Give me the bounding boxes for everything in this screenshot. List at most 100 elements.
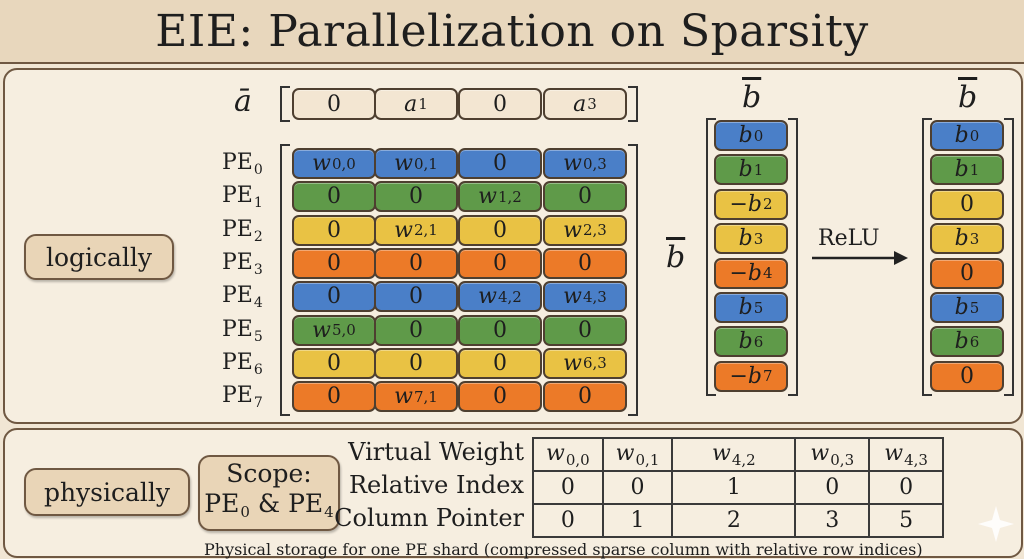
virtual-weight-cell-4: w4,3 — [868, 437, 944, 472]
virtual-weight-cell-0: w0,0 — [532, 437, 604, 472]
a-bracket-right — [628, 86, 638, 122]
matrix-cell-1-0: 0 — [292, 181, 376, 213]
a-cell-2: 0 — [458, 88, 542, 120]
scope-line2: PE0 & PE4 — [204, 489, 334, 521]
physically-label: physically — [43, 477, 171, 507]
matrix-cell-1-1: 0 — [374, 181, 458, 213]
a-vector-label: ā — [234, 84, 252, 119]
logically-label: logically — [45, 242, 153, 272]
matrix-cell-2-1: w 2,1 — [374, 214, 458, 246]
title-band: EIE: Parallelization on Sparsity — [0, 0, 1024, 64]
storage-row-label-0: Virtual Weight — [348, 438, 524, 466]
virtual-weight-cell-3: w0,3 — [794, 437, 871, 472]
matrix-cell-5-1: 0 — [374, 314, 458, 346]
column-pointer-cell-1: 1 — [601, 503, 674, 538]
matrix-cell-6-1: 0 — [374, 347, 458, 379]
matrix-cell-4-0: 0 — [292, 281, 376, 313]
logically-pill: logically — [24, 234, 174, 280]
matrix-cell-7-2: 0 — [458, 381, 542, 413]
matrix-cell-7-0: 0 — [292, 381, 376, 413]
scope-line1: Scope: — [226, 459, 312, 488]
column-pointer-cell-4: 5 — [868, 503, 944, 538]
b-out-bracket-right — [1004, 118, 1014, 396]
b-cell-4: −b 4 — [714, 257, 788, 289]
b-vector-label: b — [742, 80, 762, 115]
matrix-cell-6-3: w 6,3 — [543, 347, 627, 379]
matrix-cell-5-2: 0 — [458, 314, 542, 346]
a-cell-0: 0 — [292, 88, 376, 120]
matrix-cell-7-3: 0 — [543, 381, 627, 413]
matrix-cell-7-1: w 7,1 — [374, 381, 458, 413]
matrix-cell-3-1: 0 — [374, 247, 458, 279]
pe-label-6: PE6 — [222, 349, 263, 378]
matrix-cell-4-1: 0 — [374, 281, 458, 313]
pe-label-5: PE5 — [222, 316, 263, 345]
matrix-cell-3-2: 0 — [458, 247, 542, 279]
column-pointer-cell-0: 0 — [532, 503, 604, 538]
pe-label-2: PE2 — [222, 216, 263, 245]
b-out-bracket-left — [922, 118, 932, 396]
relative-index-cell-0: 0 — [532, 470, 604, 505]
relative-index-cell-1: 0 — [601, 470, 674, 505]
matrix-cell-3-3: 0 — [543, 247, 627, 279]
matrix-cell-2-0: 0 — [292, 214, 376, 246]
matrix-cell-1-3: 0 — [543, 181, 627, 213]
column-pointer-cell-2: 2 — [671, 503, 797, 538]
pe-label-1: PE1 — [222, 183, 263, 212]
matrix-cell-0-2: 0 — [458, 148, 542, 179]
matrix-bracket-left — [280, 144, 290, 416]
b-bracket-left — [706, 118, 716, 396]
virtual-weight-cell-2: w4,2 — [671, 437, 797, 472]
b-side-label: b — [666, 240, 686, 275]
b-cell-2: −b 2 — [714, 188, 788, 220]
b-out-label: b — [958, 80, 978, 115]
relative-index-cell-3: 0 — [794, 470, 871, 505]
b-out-cell-2: 0 — [930, 188, 1004, 220]
virtual-weight-row: w0,0 w0,1 w4,2 w0,3 w4,3 — [532, 437, 944, 472]
matrix-bracket-right — [628, 144, 638, 416]
a-bracket-left — [280, 86, 290, 122]
scope-box: Scope: PE0 & PE4 — [198, 455, 340, 531]
matrix-cell-5-3: 0 — [543, 314, 627, 346]
virtual-weight-cell-1: w0,1 — [601, 437, 674, 472]
storage-row-label-1: Relative Index — [348, 471, 524, 499]
relu-label: ReLU — [818, 226, 880, 251]
storage-caption: Physical storage for one PE shard (compr… — [204, 540, 923, 559]
b-out-cell-7: 0 — [930, 360, 1004, 392]
matrix-cell-1-2: w 1,2 — [458, 181, 542, 213]
matrix-cell-0-1: w 0,1 — [374, 148, 458, 179]
b-out-cell-4: 0 — [930, 257, 1004, 289]
sparkle-icon — [978, 506, 1014, 542]
matrix-cell-2-2: 0 — [458, 214, 542, 246]
page-title: EIE: Parallelization on Sparsity — [155, 5, 869, 57]
column-pointer-cell-3: 3 — [794, 503, 871, 538]
pe-label-3: PE3 — [222, 249, 263, 278]
relative-index-cell-2: 1 — [671, 470, 797, 505]
matrix-cell-6-2: 0 — [458, 347, 542, 379]
matrix-cell-4-3: w 4,3 — [543, 281, 627, 313]
matrix-cell-6-0: 0 — [292, 347, 376, 379]
matrix-cell-3-0: 0 — [292, 247, 376, 279]
matrix-cell-2-3: w 2,3 — [543, 214, 627, 246]
b-bracket-right — [788, 118, 798, 396]
storage-row-label-2: Column Pointer — [334, 504, 524, 532]
b-cell-7: −b 7 — [714, 360, 788, 392]
pe-label-7: PE7 — [222, 383, 263, 412]
matrix-cell-0-3: w 0,3 — [543, 148, 627, 179]
matrix-cell-5-0: w 5,0 — [292, 314, 376, 346]
matrix-cell-0-0: w 0,0 — [292, 148, 376, 179]
